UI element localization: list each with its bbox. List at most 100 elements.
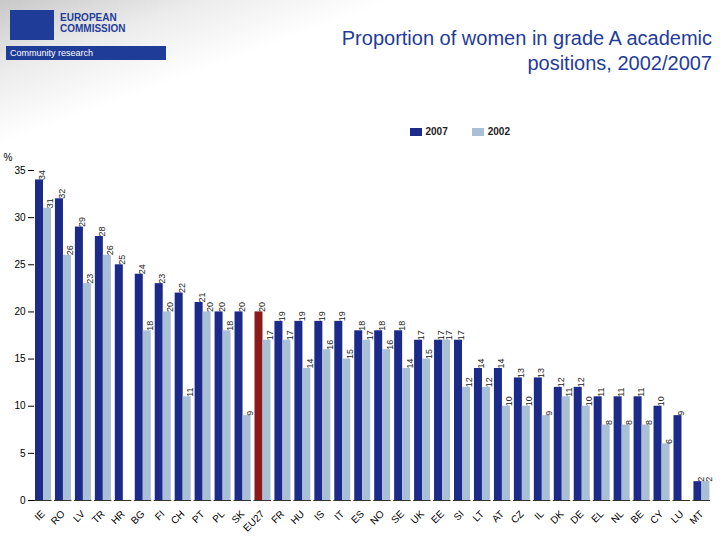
- svg-text:19: 19: [297, 311, 307, 321]
- svg-text:9: 9: [245, 411, 255, 416]
- svg-text:28: 28: [97, 226, 107, 236]
- svg-text:12: 12: [464, 377, 474, 387]
- svg-text:20: 20: [257, 302, 267, 312]
- svg-text:20: 20: [165, 302, 175, 312]
- svg-text:11: 11: [564, 387, 574, 396]
- svg-text:22: 22: [177, 283, 187, 293]
- svg-text:2: 2: [704, 477, 714, 482]
- svg-text:17: 17: [285, 330, 295, 340]
- svg-text:FI: FI: [153, 508, 167, 522]
- svg-text:FR: FR: [269, 508, 286, 525]
- svg-text:11: 11: [185, 387, 195, 396]
- svg-text:9: 9: [544, 411, 554, 416]
- svg-text:TR: TR: [90, 508, 107, 525]
- svg-text:18: 18: [357, 321, 367, 331]
- svg-text:20: 20: [237, 302, 247, 312]
- svg-text:8: 8: [644, 420, 654, 425]
- svg-text:DE: DE: [568, 508, 586, 526]
- svg-text:NL: NL: [609, 508, 626, 525]
- svg-text:EE: EE: [429, 508, 446, 525]
- svg-text:EU27: EU27: [241, 508, 267, 534]
- svg-text:11: 11: [596, 387, 606, 396]
- svg-text:5: 5: [20, 448, 26, 459]
- svg-text:PT: PT: [190, 508, 207, 525]
- svg-text:25: 25: [117, 255, 127, 265]
- svg-text:IS: IS: [312, 508, 327, 523]
- svg-text:BG: BG: [129, 508, 147, 526]
- svg-text:32: 32: [57, 189, 67, 199]
- svg-text:10: 10: [504, 396, 514, 406]
- svg-text:8: 8: [624, 420, 634, 425]
- svg-text:0: 0: [20, 495, 26, 506]
- svg-text:%: %: [4, 152, 13, 163]
- svg-text:14: 14: [476, 358, 486, 368]
- svg-text:13: 13: [536, 368, 546, 378]
- svg-text:MT: MT: [687, 508, 705, 526]
- svg-text:15: 15: [14, 353, 26, 364]
- svg-text:10: 10: [584, 396, 594, 406]
- svg-text:16: 16: [385, 340, 395, 350]
- svg-text:15: 15: [345, 349, 355, 359]
- svg-text:DK: DK: [548, 508, 566, 526]
- svg-text:8: 8: [604, 420, 614, 425]
- svg-text:CY: CY: [648, 508, 666, 526]
- svg-text:EL: EL: [589, 508, 606, 525]
- svg-text:26: 26: [65, 245, 75, 255]
- svg-text:6: 6: [664, 439, 674, 444]
- svg-text:19: 19: [317, 311, 327, 321]
- svg-text:10: 10: [14, 400, 26, 411]
- svg-text:16: 16: [325, 340, 335, 350]
- svg-text:AT: AT: [490, 508, 506, 524]
- svg-text:18: 18: [145, 321, 155, 331]
- svg-text:15: 15: [424, 349, 434, 359]
- svg-text:19: 19: [277, 311, 287, 321]
- svg-text:10: 10: [524, 396, 534, 406]
- svg-text:20: 20: [205, 302, 215, 312]
- svg-text:HU: HU: [288, 508, 306, 526]
- svg-text:CH: CH: [169, 508, 187, 526]
- svg-text:11: 11: [616, 387, 626, 396]
- svg-text:19: 19: [337, 311, 347, 321]
- svg-text:LU: LU: [669, 508, 686, 525]
- svg-text:29: 29: [77, 217, 87, 227]
- svg-text:35: 35: [14, 165, 26, 176]
- svg-text:31: 31: [45, 198, 55, 208]
- svg-text:12: 12: [556, 377, 566, 387]
- svg-text:IT: IT: [332, 508, 346, 522]
- svg-text:LV: LV: [71, 508, 87, 524]
- svg-text:14: 14: [405, 358, 415, 368]
- svg-text:17: 17: [265, 330, 275, 340]
- svg-text:BE: BE: [628, 508, 645, 525]
- svg-text:18: 18: [377, 321, 387, 331]
- svg-text:17: 17: [456, 330, 466, 340]
- svg-text:17: 17: [365, 330, 375, 340]
- svg-text:SE: SE: [389, 508, 406, 525]
- svg-text:CZ: CZ: [509, 508, 526, 525]
- svg-text:18: 18: [397, 321, 407, 331]
- svg-text:26: 26: [105, 245, 115, 255]
- svg-text:14: 14: [496, 358, 506, 368]
- svg-text:14: 14: [305, 358, 315, 368]
- svg-text:17: 17: [416, 330, 426, 340]
- svg-text:UK: UK: [408, 508, 426, 526]
- svg-text:RO: RO: [49, 508, 68, 527]
- svg-text:23: 23: [85, 274, 95, 284]
- svg-text:20: 20: [14, 306, 26, 317]
- svg-text:20: 20: [217, 302, 227, 312]
- svg-text:34: 34: [37, 170, 47, 180]
- svg-text:HR: HR: [109, 508, 127, 526]
- svg-text:ES: ES: [349, 508, 366, 525]
- svg-text:9: 9: [676, 411, 686, 416]
- svg-text:23: 23: [157, 274, 167, 284]
- svg-text:IL: IL: [532, 508, 546, 522]
- svg-text:LT: LT: [470, 508, 486, 524]
- svg-text:17: 17: [444, 330, 454, 340]
- svg-text:10: 10: [656, 396, 666, 406]
- svg-text:11: 11: [636, 387, 646, 396]
- svg-text:21: 21: [197, 292, 207, 302]
- svg-text:IE: IE: [32, 508, 47, 523]
- svg-text:25: 25: [14, 259, 26, 270]
- svg-text:NO: NO: [368, 508, 387, 527]
- svg-text:12: 12: [576, 377, 586, 387]
- svg-text:24: 24: [137, 264, 147, 274]
